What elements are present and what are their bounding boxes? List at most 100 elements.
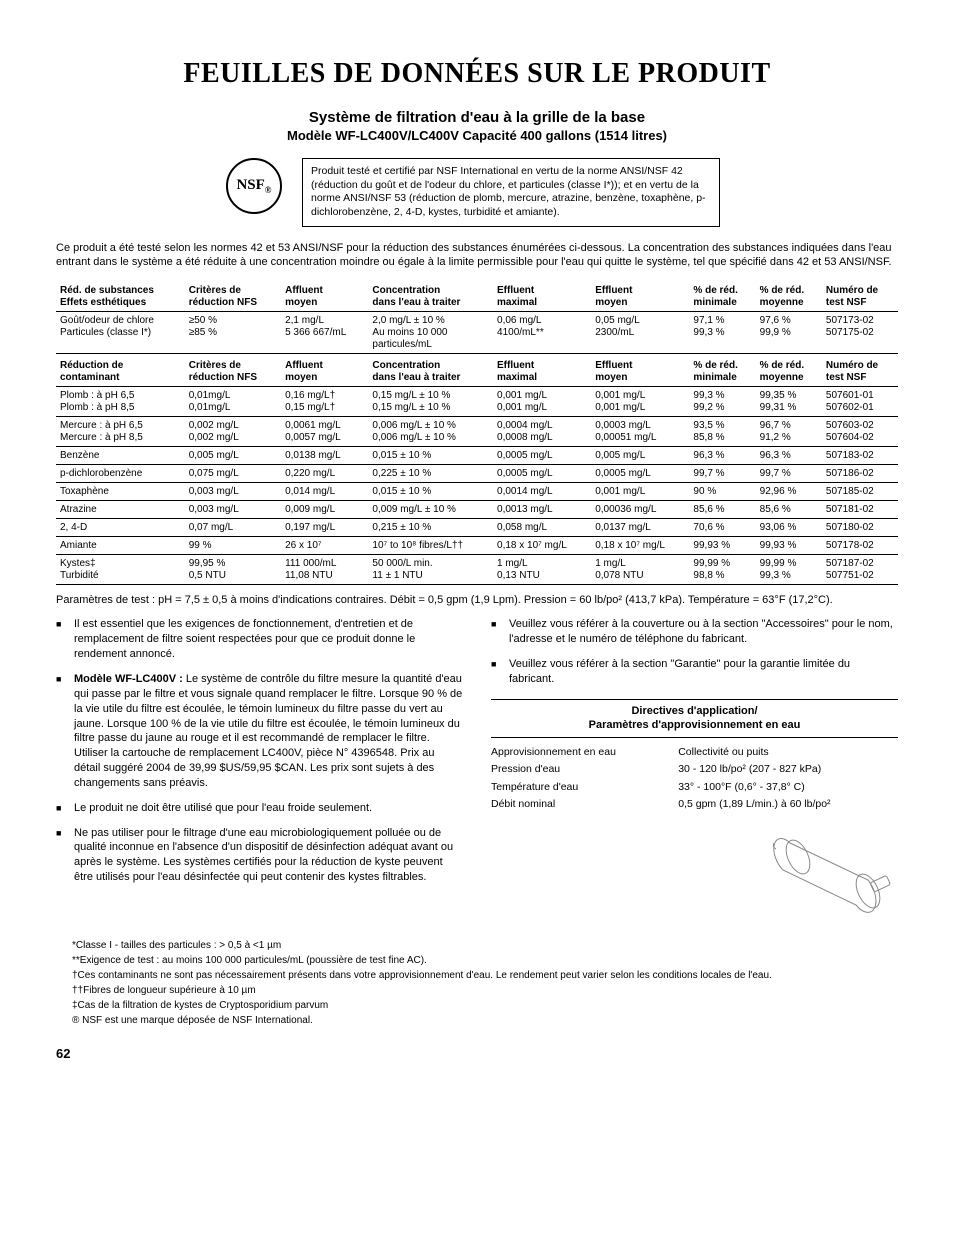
table-cell: 1 mg/L0,13 NTU	[493, 555, 591, 585]
table-cell: 0,225 ± 10 %	[368, 465, 493, 483]
table-cell: Mercure : à pH 6,5Mercure : à pH 8,5	[56, 417, 185, 447]
param-label: Température d'eau	[491, 779, 678, 796]
param-value: 30 - 120 lb/po² (207 - 827 kPa)	[678, 761, 898, 778]
table-subheader: Numéro detest NSF	[822, 354, 898, 387]
table-cell: 2,0 mg/L ± 10 %Au moins 10 000particules…	[368, 312, 493, 354]
param-label: Débit nominal	[491, 796, 678, 813]
table-cell: 0,009 mg/L ± 10 %	[368, 501, 493, 519]
table-cell: Benzène	[56, 447, 185, 465]
table-cell: 0,07 mg/L	[185, 519, 281, 537]
table-cell: 0,06 mg/L4100/mL**	[493, 312, 591, 354]
table-cell: 507183-02	[822, 447, 898, 465]
table-cell: 507186-02	[822, 465, 898, 483]
table-cell: 0,0137 mg/L	[591, 519, 689, 537]
table-cell: 1 mg/L0,078 NTU	[591, 555, 689, 585]
footnote-line: †Ces contaminants ne sont pas nécessaire…	[56, 968, 898, 983]
left-column: Il est essentiel que les exigences de fo…	[56, 617, 463, 919]
table-cell: Atrazine	[56, 501, 185, 519]
table-cell: 70,6 %	[689, 519, 755, 537]
table-cell: 507187-02507751-02	[822, 555, 898, 585]
table-cell: 0,058 mg/L	[493, 519, 591, 537]
table-cell: 97,6 %99,9 %	[756, 312, 822, 354]
table-cell: 0,0003 mg/L0,00051 mg/L	[591, 417, 689, 447]
footnotes: *Classe I - tailles des particules : > 0…	[56, 938, 898, 1028]
table-cell: 96,3 %	[689, 447, 755, 465]
supply-params-table: Approvisionnement en eauCollectivité ou …	[491, 744, 898, 813]
table-cell: 99,95 %0,5 NTU	[185, 555, 281, 585]
table-cell: 507173-02507175-02	[822, 312, 898, 354]
right-column: Veuillez vous référer à la couverture ou…	[491, 617, 898, 919]
table-cell: Plomb : à pH 6,5Plomb : à pH 8,5	[56, 387, 185, 417]
table-cell: 99,93 %	[756, 537, 822, 555]
table-cell: 85,6 %	[756, 501, 822, 519]
table-cell: 99,99 %99,3 %	[756, 555, 822, 585]
table-cell: 0,001 mg/L	[591, 483, 689, 501]
table-cell: ≥50 %≥85 %	[185, 312, 281, 354]
intro-row: NSF® Produit testé et certifié par NSF I…	[226, 158, 898, 227]
table-cell: 0,215 ± 10 %	[368, 519, 493, 537]
table-cell: 0,0061 mg/L0,0057 mg/L	[281, 417, 368, 447]
bullet-item: Ne pas utiliser pour le filtrage d'une e…	[56, 826, 463, 885]
table-cell: 0,001 mg/L0,001 mg/L	[591, 387, 689, 417]
table-cell: Goût/odeur de chloreParticules (classe I…	[56, 312, 185, 354]
subtitle-model: Modèle WF-LC400V/LC400V Capacité 400 gal…	[56, 128, 898, 144]
table-cell: 0,197 mg/L	[281, 519, 368, 537]
table-cell: 0,0005 mg/L	[493, 447, 591, 465]
subtitle-block: Système de filtration d'eau à la grille …	[56, 109, 898, 144]
table-cell: 0,0013 mg/L	[493, 501, 591, 519]
table-cell: 2,1 mg/L5 366 667/mL	[281, 312, 368, 354]
table-cell: 10⁷ to 10⁸ fibres/L††	[368, 537, 493, 555]
page-title: FEUILLES DE DONNÉES SUR LE PRODUIT	[56, 56, 898, 91]
table-cell: 0,18 x 10⁷ mg/L	[591, 537, 689, 555]
table-cell: 99,7 %	[756, 465, 822, 483]
table-header: Numéro detest NSF	[822, 279, 898, 312]
table-cell: 111 000/mL11,08 NTU	[281, 555, 368, 585]
footnote-line: **Exigence de test : au moins 100 000 pa…	[56, 953, 898, 968]
table-cell: 0,002 mg/L0,002 mg/L	[185, 417, 281, 447]
table-cell: 0,001 mg/L0,001 mg/L	[493, 387, 591, 417]
table-cell: 99,93 %	[689, 537, 755, 555]
table-header: Concentrationdans l'eau à traiter	[368, 279, 493, 312]
table-cell: Kystes‡Turbidité	[56, 555, 185, 585]
table-cell: 96,3 %	[756, 447, 822, 465]
table-cell: Toxaphène	[56, 483, 185, 501]
table-cell: 85,6 %	[689, 501, 755, 519]
table-cell: 0,01mg/L0,01mg/L	[185, 387, 281, 417]
param-label: Approvisionnement en eau	[491, 744, 678, 761]
table-cell: 2, 4-D	[56, 519, 185, 537]
table-cell: 507180-02	[822, 519, 898, 537]
nsf-badge-label: NSF®	[236, 176, 271, 196]
param-label: Pression d'eau	[491, 761, 678, 778]
param-value: 33° - 100°F (0,6° - 37,8° C)	[678, 779, 898, 796]
reduction-table: Réd. de substancesEffets esthétiquesCrit…	[56, 279, 898, 585]
bullet-item: Modèle WF-LC400V : Le système de contrôl…	[56, 672, 463, 791]
table-cell: 0,0004 mg/L0,0008 mg/L	[493, 417, 591, 447]
table-cell: 507181-02	[822, 501, 898, 519]
table-header: Réd. de substancesEffets esthétiques	[56, 279, 185, 312]
subtitle-system: Système de filtration d'eau à la grille …	[56, 109, 898, 128]
table-cell: 0,18 x 10⁷ mg/L	[493, 537, 591, 555]
test-params-text: Paramètres de test : pH = 7,5 ± 0,5 à mo…	[56, 593, 898, 607]
bullet-item: Le produit ne doit être utilisé que pour…	[56, 801, 463, 816]
bullet-list-left: Il est essentiel que les exigences de fo…	[56, 617, 463, 885]
param-value: Collectivité ou puits	[678, 744, 898, 761]
table-cell: 92,96 %	[756, 483, 822, 501]
table-header: Effluentmaximal	[493, 279, 591, 312]
table-subheader: % de réd.moyenne	[756, 354, 822, 387]
filter-cartridge-icon	[491, 825, 898, 920]
table-cell: 26 x 10⁷	[281, 537, 368, 555]
table-cell: 0,005 mg/L	[591, 447, 689, 465]
table-cell: 507601-01507602-01	[822, 387, 898, 417]
table-subheader: Concentrationdans l'eau à traiter	[368, 354, 493, 387]
bullet-item: Veuillez vous référer à la section "Gara…	[491, 657, 898, 687]
table-header: % de réd.moyenne	[756, 279, 822, 312]
table-cell: Amiante	[56, 537, 185, 555]
table-cell: 99,35 %99,31 %	[756, 387, 822, 417]
table-cell: 93,5 %85,8 %	[689, 417, 755, 447]
table-cell: 0,0014 mg/L	[493, 483, 591, 501]
table-cell: 99,99 %98,8 %	[689, 555, 755, 585]
table-cell: 0,0005 mg/L	[591, 465, 689, 483]
directives-heading: Directives d'application/Paramètres d'ap…	[491, 699, 898, 739]
table-subheader: Affluentmoyen	[281, 354, 368, 387]
table-subheader: Réduction decontaminant	[56, 354, 185, 387]
